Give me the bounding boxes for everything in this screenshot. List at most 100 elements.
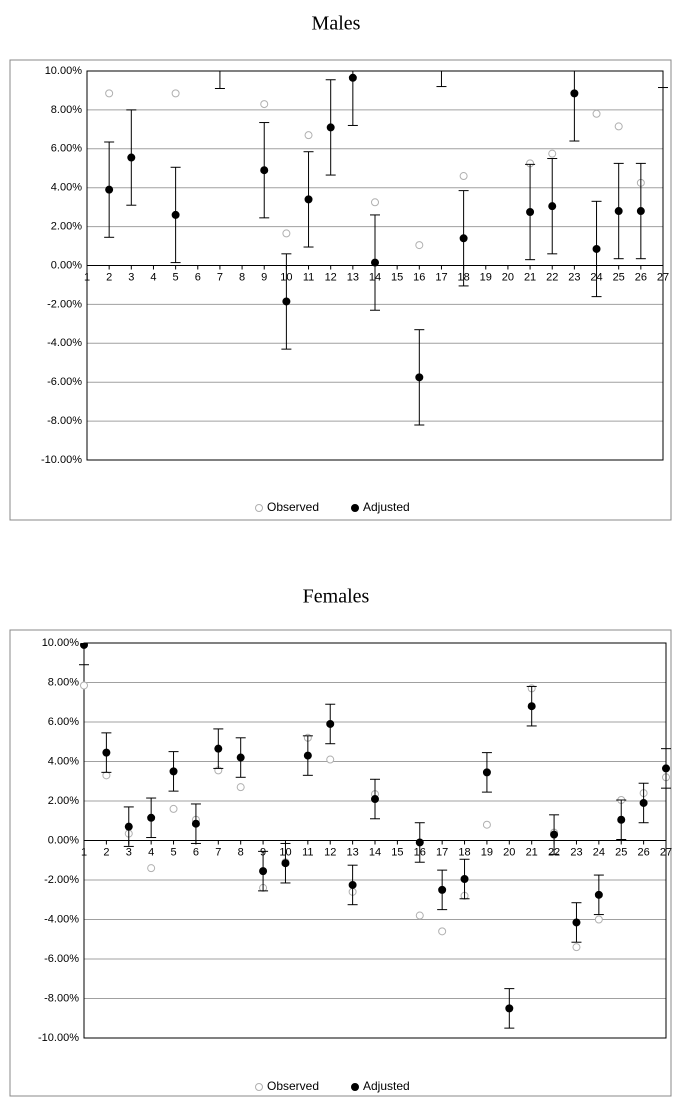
point [594,890,603,899]
chart-frame [9,59,672,521]
point [304,131,313,140]
chart-frame [9,629,672,1097]
x-tick-label: 7 [217,271,223,283]
x-tick-label: 1 [84,271,90,283]
point [304,195,313,204]
point [505,1004,514,1013]
legend-marker [255,504,263,512]
point [80,681,88,690]
y-tick-label: -6.00% [47,376,82,388]
x-tick-label: 2 [106,271,112,283]
point [614,207,623,216]
error-bar [214,71,225,90]
x-tick-label: 27 [657,271,669,283]
error-bar [658,71,668,89]
x-tick-label: 12 [325,271,337,283]
x-tick-label: 23 [570,846,582,858]
point [260,100,269,109]
x-tick-label: 3 [126,846,132,858]
point [482,768,491,777]
y-tick-label: 0.00% [51,259,82,271]
x-tick-label: 2 [103,846,109,858]
x-tick-label: 27 [660,846,672,858]
y-tick-label: 8.00% [48,676,79,688]
legend-marker [255,1083,263,1091]
point [415,838,424,847]
x-tick-label: 12 [324,846,336,858]
point [570,89,579,98]
point [415,241,424,250]
x-tick-label: 25 [613,271,625,283]
point [550,830,559,839]
point [415,911,424,920]
point [371,258,379,267]
y-tick-label: 2.00% [51,221,82,233]
point [169,767,178,776]
y-tick-label: -2.00% [44,874,79,886]
point [282,229,291,238]
point [614,122,623,131]
x-tick-label: 26 [635,271,647,283]
point [592,109,601,118]
error-bar [436,71,447,88]
point [572,918,581,927]
point [326,719,335,728]
point [191,819,200,828]
x-tick-label: 9 [261,271,267,283]
x-tick-label: 17 [435,271,447,283]
legend-marker [351,504,359,512]
point [326,755,335,764]
x-tick-label: 15 [391,846,403,858]
point [526,208,535,217]
point [127,153,136,162]
chart-title: Males [312,13,361,35]
x-tick-label: 7 [215,846,221,858]
y-tick-label: -8.00% [47,415,82,427]
point [281,859,290,868]
point [459,172,468,181]
point [592,244,601,253]
point [326,123,335,132]
x-tick-label: 19 [481,846,493,858]
x-tick-label: 24 [593,846,605,858]
x-tick-label: 21 [526,846,538,858]
x-tick-label: 1 [81,846,87,858]
x-tick-label: 15 [391,271,403,283]
point [236,783,245,792]
point [371,198,379,207]
x-tick-label: 21 [524,271,536,283]
point [459,234,468,243]
point [660,36,667,43]
x-tick-label: 5 [173,271,179,283]
x-tick-label: 6 [193,846,199,858]
x-tick-label: 13 [347,271,359,283]
legend-label: Observed [267,1079,319,1093]
x-tick-label: 19 [480,271,492,283]
y-tick-label: 6.00% [48,716,79,728]
chart-title: Females [303,586,370,608]
x-tick-label: 11 [303,271,314,283]
y-tick-label: 6.00% [51,143,82,155]
point [171,210,180,219]
y-tick-label: -6.00% [44,953,79,965]
point [171,89,180,98]
point [348,880,357,889]
x-tick-label: 6 [195,271,201,283]
point [482,820,491,829]
y-tick-label: -10.00% [38,1032,79,1044]
x-tick-label: 4 [150,271,156,283]
chart-panel: Males -10.00% -8.00% -6.00% -4.00% -2.00% 0.00… [9,13,672,521]
y-tick-label: 10.00% [45,65,83,77]
point [662,764,670,773]
point [102,771,111,780]
point [260,166,269,175]
legend-label: Observed [267,500,319,514]
x-tick-label: 20 [503,846,515,858]
x-tick-label: 8 [239,271,245,283]
y-tick-label: -4.00% [47,337,82,349]
x-tick-label: 18 [458,846,470,858]
y-tick-label: 4.00% [48,755,79,767]
legend-marker [351,1083,359,1091]
x-tick-label: 20 [502,271,514,283]
